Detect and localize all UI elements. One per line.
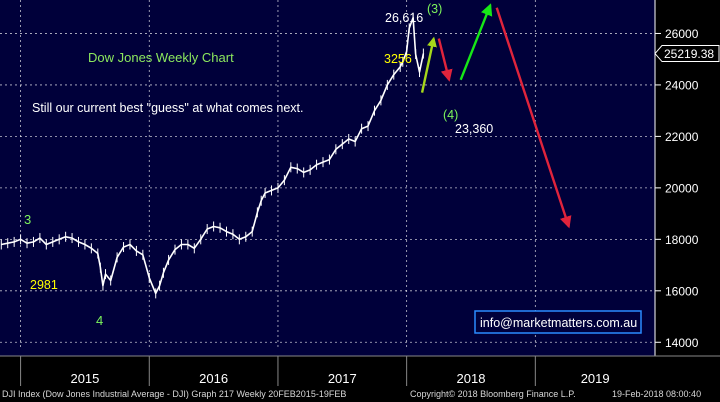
projection-arrow-2 xyxy=(437,38,453,82)
chart-title: Dow Jones Weekly Chart xyxy=(88,50,234,65)
watermark-text: info@marketmatters.com.au xyxy=(480,316,637,330)
footer-left-text: DJI Index (Dow Jones Industrial Average … xyxy=(2,389,347,399)
y-tick-label-18000: 18000 xyxy=(665,233,699,247)
low-value-label: 23,360 xyxy=(455,122,493,136)
y-tick-label-16000: 16000 xyxy=(665,284,699,298)
projection-arrows xyxy=(420,3,572,229)
gridlines xyxy=(0,0,655,350)
x-axis: 2015 2016 2017 2018 2019 xyxy=(0,355,720,386)
projection-arrow-3 xyxy=(459,3,493,81)
x-tick-label-2016: 2016 xyxy=(199,371,228,386)
low-2981-label: 2981 xyxy=(30,278,58,292)
last-price-tag xyxy=(654,45,720,63)
y-tick-label-26000: 26000 xyxy=(665,27,699,41)
projection-arrow-4 xyxy=(495,7,572,229)
watermark-box: info@marketmatters.com.au xyxy=(474,310,642,334)
wave-4-label-2015: 4 xyxy=(96,313,103,328)
wave-3-label-2018: (3) xyxy=(427,2,442,16)
y-tick-label-14000: 14000 xyxy=(665,336,699,350)
projection-arrow-1 xyxy=(420,36,437,93)
footer-copyright: Copyright© 2018 Bloomberg Finance L.P. xyxy=(410,389,576,399)
bloomberg-footer: DJI Index (Dow Jones Industrial Average … xyxy=(0,386,720,402)
x-tick-label-2015: 2015 xyxy=(70,371,99,386)
price-line xyxy=(1,16,425,295)
wave-3-label-2015: 3 xyxy=(24,212,31,227)
price-series xyxy=(0,12,425,299)
y-tick-label-24000: 24000 xyxy=(665,78,699,92)
x-axis-panel xyxy=(0,356,720,386)
y-axis: 14000 16000 18000 20000 22000 24000 26000 25219… xyxy=(654,0,720,356)
high-value-label: 26,616 xyxy=(385,11,423,25)
y-tick-label-20000: 20000 xyxy=(665,181,699,195)
y-tick-label-22000: 22000 xyxy=(665,130,699,144)
dow-jones-weekly-chart: 14000 16000 18000 20000 22000 24000 26000 25219… xyxy=(0,0,720,386)
x-tick-label-2019: 2019 xyxy=(581,371,610,386)
last-price-label: 25219.38 xyxy=(664,47,714,61)
x-tick-label-2018: 2018 xyxy=(457,371,486,386)
wave-4-label-2018: (4) xyxy=(443,108,458,122)
plot-background xyxy=(0,0,655,356)
footer-timestamp: 19-Feb-2018 08:00:40 xyxy=(612,389,702,399)
chart-subtitle: Still our current best "guess" at what c… xyxy=(32,101,304,115)
points-3256-label: 3256 xyxy=(384,52,412,66)
x-tick-label-2017: 2017 xyxy=(328,371,357,386)
